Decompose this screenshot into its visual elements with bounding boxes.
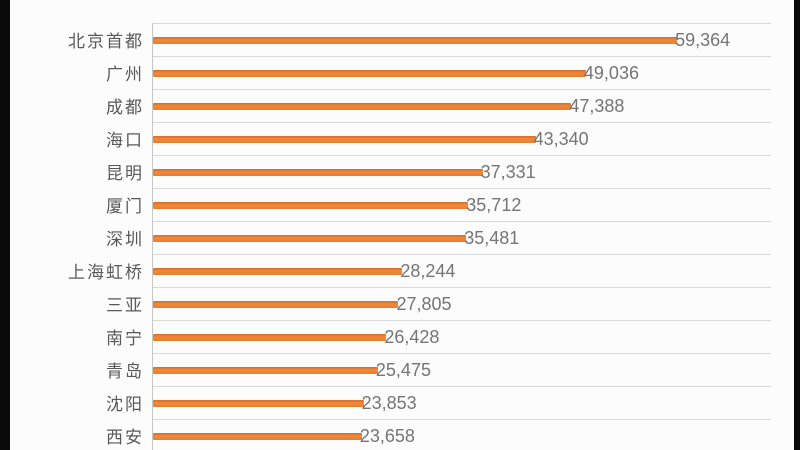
category-label: 深圳 xyxy=(106,230,144,249)
category-label: 青岛 xyxy=(106,362,144,381)
bar xyxy=(153,234,467,242)
bar xyxy=(153,399,364,407)
category-label: 成都 xyxy=(106,98,144,117)
bar xyxy=(153,135,536,143)
bar xyxy=(153,267,403,275)
bar-row: 59,364 xyxy=(153,23,771,56)
bar-row: 28,244 xyxy=(153,254,771,287)
bar xyxy=(153,69,586,77)
bar xyxy=(153,102,572,110)
bar-value-label: 35,712 xyxy=(466,195,522,215)
bar-value-label: 37,331 xyxy=(480,162,536,182)
right-letterbox-bar xyxy=(794,0,800,450)
bar xyxy=(153,333,387,341)
bar-row: 49,036 xyxy=(153,56,771,89)
category-axis: 北京首都 广州 成都 海口 昆明 厦门 深圳 上海虹桥 三亚 南宁 青岛 沈阳 … xyxy=(10,23,152,450)
bar xyxy=(153,366,378,374)
category-label: 南宁 xyxy=(106,329,144,348)
left-letterbox-bar xyxy=(0,0,10,450)
bar-row: 23,658 xyxy=(153,419,771,450)
bar-value-label: 43,340 xyxy=(533,129,589,149)
category-label: 北京首都 xyxy=(68,32,144,51)
category-label: 西安 xyxy=(106,428,144,447)
category-label: 沈阳 xyxy=(106,395,144,414)
bar-value-label: 47,388 xyxy=(569,96,625,116)
bar-value-label: 23,658 xyxy=(359,426,415,446)
bar-value-label: 27,805 xyxy=(396,294,452,314)
bar-row: 43,340 xyxy=(153,122,771,155)
bar-row: 35,481 xyxy=(153,221,771,254)
category-label: 广州 xyxy=(106,65,144,84)
category-label: 上海虹桥 xyxy=(68,263,144,282)
bar xyxy=(153,36,678,44)
bar-value-label: 59,364 xyxy=(675,30,731,50)
bar-row: 47,388 xyxy=(153,89,771,122)
category-label: 昆明 xyxy=(106,164,144,183)
bar-value-label: 28,244 xyxy=(400,261,456,281)
bar xyxy=(153,201,469,209)
bar xyxy=(153,432,362,440)
bar-value-label: 35,481 xyxy=(464,228,520,248)
bar-row: 27,805 xyxy=(153,287,771,320)
category-label: 海口 xyxy=(106,131,144,150)
bar xyxy=(153,168,483,176)
bar-row: 37,331 xyxy=(153,155,771,188)
category-label: 厦门 xyxy=(106,197,144,216)
bar-row: 35,712 xyxy=(153,188,771,221)
bar-value-label: 23,853 xyxy=(361,393,417,413)
bar-value-label: 26,428 xyxy=(384,327,440,347)
bar-value-label: 49,036 xyxy=(583,63,639,83)
bar-row: 25,475 xyxy=(153,353,771,386)
bar-value-label: 25,475 xyxy=(375,360,431,380)
bar xyxy=(153,300,399,308)
bar-row: 23,853 xyxy=(153,386,771,419)
category-label: 三亚 xyxy=(106,296,144,315)
bar-row: 26,428 xyxy=(153,320,771,353)
chart-area: 北京首都 广州 成都 海口 昆明 厦门 深圳 上海虹桥 三亚 南宁 青岛 沈阳 … xyxy=(10,0,794,450)
plot-area: 59,364 49,036 47,388 43,340 37,331 35,71… xyxy=(152,23,771,450)
